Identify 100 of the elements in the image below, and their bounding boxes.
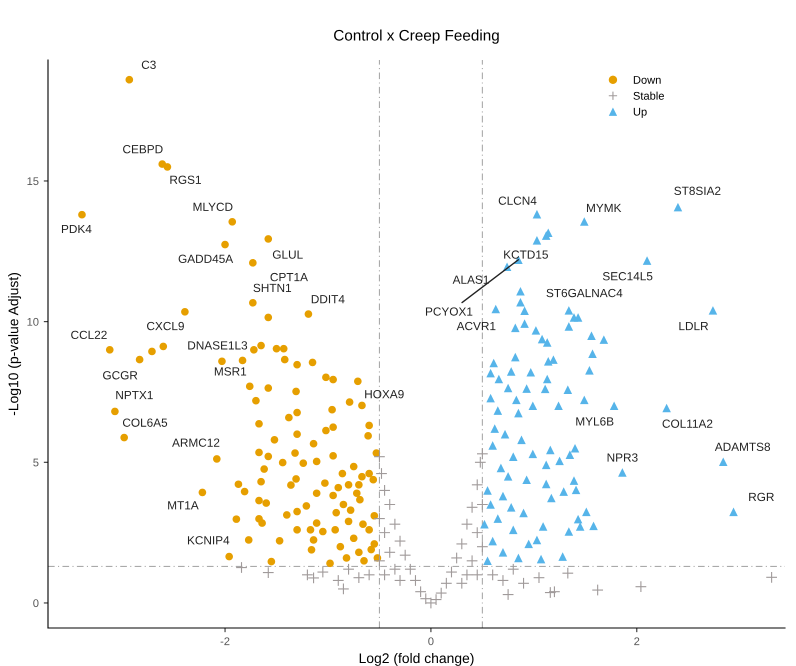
point <box>507 563 520 576</box>
y-tick-label: 5 <box>33 458 39 466</box>
annotation: ADAMTS8 <box>714 442 770 452</box>
legend-label: Down <box>634 76 661 84</box>
x-tick-label: -2 <box>220 637 230 646</box>
legend-label: Up <box>634 108 647 118</box>
point <box>332 574 344 586</box>
annotation: SEC14L5 <box>602 272 652 280</box>
annotation: GCGR <box>103 371 138 380</box>
annotation: MSR1 <box>214 367 246 376</box>
annotation: CLCN4 <box>498 196 536 205</box>
point <box>440 577 452 590</box>
x-tick-label: 0 <box>428 637 434 646</box>
annotation: PCYOX1 <box>426 307 472 316</box>
annotation: RGR <box>749 492 774 502</box>
chart-title: Control x Creep Feeding <box>334 29 499 44</box>
point <box>766 571 778 584</box>
point <box>410 574 422 586</box>
point <box>394 535 406 548</box>
x-axis-title: Log2 (fold change) <box>360 652 474 666</box>
point <box>301 568 314 581</box>
point <box>486 568 499 581</box>
point <box>388 563 401 576</box>
point <box>562 567 574 580</box>
point <box>404 563 416 576</box>
annotation: C3 <box>142 60 156 69</box>
point <box>337 582 350 595</box>
y-tick-label: 0 <box>33 599 39 608</box>
point <box>378 484 391 496</box>
point <box>446 566 458 578</box>
point <box>450 552 463 564</box>
annotation: CCL22 <box>71 330 107 340</box>
y-tick-label: 15 <box>27 177 39 186</box>
point <box>316 566 329 578</box>
point <box>420 592 432 605</box>
point <box>384 498 396 510</box>
annotation: SHTN1 <box>253 284 292 292</box>
point <box>466 501 478 514</box>
annotation: LDLR <box>679 322 708 330</box>
point <box>374 554 386 567</box>
point <box>461 518 473 530</box>
annotation: MT1A <box>168 501 199 510</box>
legend-label: Stable <box>633 92 664 100</box>
annotation: ACVR1 <box>456 322 496 330</box>
point <box>388 518 401 530</box>
annotation: GADD45A <box>178 254 234 263</box>
point <box>399 549 412 562</box>
point <box>592 584 604 596</box>
annotation: MLYCD <box>194 202 232 212</box>
annotation: CEBPD <box>123 145 163 154</box>
point <box>456 538 468 550</box>
point <box>471 526 484 539</box>
y-axis-title: -Log10 (p-value Adjust) <box>8 273 22 416</box>
point <box>262 566 274 579</box>
point <box>476 540 488 553</box>
point <box>497 574 509 586</box>
annotation: COL6A5 <box>122 418 168 427</box>
point <box>466 554 478 567</box>
annotation: ALAS1 <box>452 275 489 284</box>
point <box>502 588 514 600</box>
x-tick-label: 2 <box>634 637 640 646</box>
point <box>363 568 376 581</box>
point <box>236 562 248 574</box>
point <box>378 568 391 581</box>
annotation: KCTD15 <box>504 250 548 259</box>
point <box>384 546 396 558</box>
annotation: CPT1A <box>270 272 308 282</box>
annotation: GLUL <box>272 250 303 259</box>
point <box>414 586 427 598</box>
point <box>518 577 530 590</box>
annotation: ST8SIA2 <box>674 186 720 196</box>
annotation: PDK4 <box>62 224 92 234</box>
point <box>342 563 354 576</box>
annotation: MYL6B <box>576 417 614 426</box>
annotation: ARMC12 <box>172 438 220 447</box>
point <box>533 572 545 584</box>
annotation: HOXA9 <box>365 390 404 398</box>
point <box>476 498 488 510</box>
point <box>394 574 406 586</box>
point <box>308 572 320 584</box>
annotation: CXCL9 <box>147 322 184 330</box>
point <box>374 512 386 524</box>
y-tick-label: 10 <box>27 318 39 326</box>
annotation: RGS1 <box>170 176 201 184</box>
point <box>544 586 556 598</box>
annotation: KCNIP4 <box>188 536 230 544</box>
point <box>476 448 488 460</box>
annotation: ST6GALNAC4 <box>546 288 622 298</box>
point <box>474 456 486 468</box>
point <box>634 580 647 593</box>
point <box>471 568 484 581</box>
annotation: COL11A2 <box>662 419 712 428</box>
annotation: DNASE1L3 <box>188 341 248 350</box>
point <box>376 468 388 480</box>
point <box>352 572 365 584</box>
annotation: MYMK <box>586 204 622 212</box>
annotation: NPR3 <box>608 453 638 462</box>
point <box>471 478 484 491</box>
point <box>548 586 560 598</box>
annotation: DDIT4 <box>312 295 345 304</box>
